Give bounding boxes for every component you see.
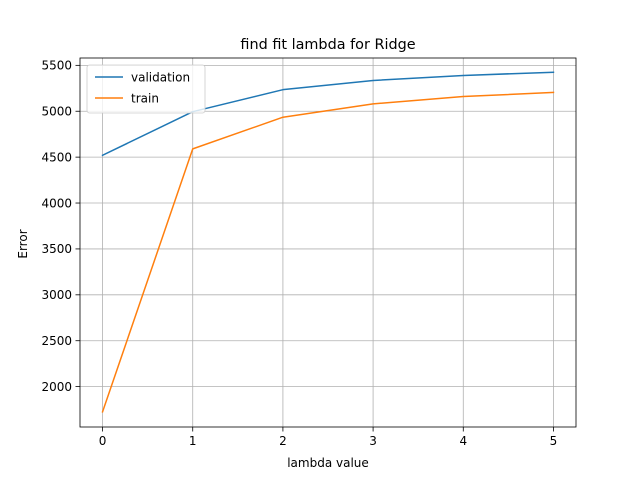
legend-label-validation: validation bbox=[131, 70, 190, 84]
legend-label-train: train bbox=[131, 91, 159, 105]
y-tick-label: 5000 bbox=[41, 105, 72, 119]
y-tick-label: 4500 bbox=[41, 150, 72, 164]
x-tick-label: 4 bbox=[459, 434, 467, 448]
series-lines bbox=[101, 71, 555, 413]
x-tick-label: 2 bbox=[279, 434, 287, 448]
x-tick-label: 5 bbox=[550, 434, 558, 448]
y-tick-label: 2500 bbox=[41, 334, 72, 348]
y-axis-label: Error bbox=[16, 229, 30, 258]
x-tick-label: 0 bbox=[99, 434, 107, 448]
y-tick-label: 2000 bbox=[41, 380, 72, 394]
series-line-train bbox=[101, 91, 555, 413]
axes bbox=[79, 57, 577, 428]
y-tick-label: 4000 bbox=[41, 196, 72, 210]
y-tick-label: 5500 bbox=[41, 59, 72, 73]
plot-frame bbox=[79, 57, 577, 428]
x-axis-label: lambda value bbox=[287, 456, 369, 470]
y-tick-label: 3000 bbox=[41, 288, 72, 302]
chart-title: find fit lambda for Ridge bbox=[240, 37, 415, 53]
legend: validation train bbox=[86, 64, 206, 114]
axis-ticks: 0 1 2 3 4 5 2000 2500 3000 3500 4000 4500 5000 5500 bbox=[41, 59, 557, 448]
x-tick-label: 3 bbox=[369, 434, 377, 448]
series-line-validation bbox=[101, 71, 555, 157]
x-tick-label: 1 bbox=[189, 434, 197, 448]
y-tick-label: 3500 bbox=[41, 242, 72, 256]
grid-lines bbox=[80, 58, 576, 427]
